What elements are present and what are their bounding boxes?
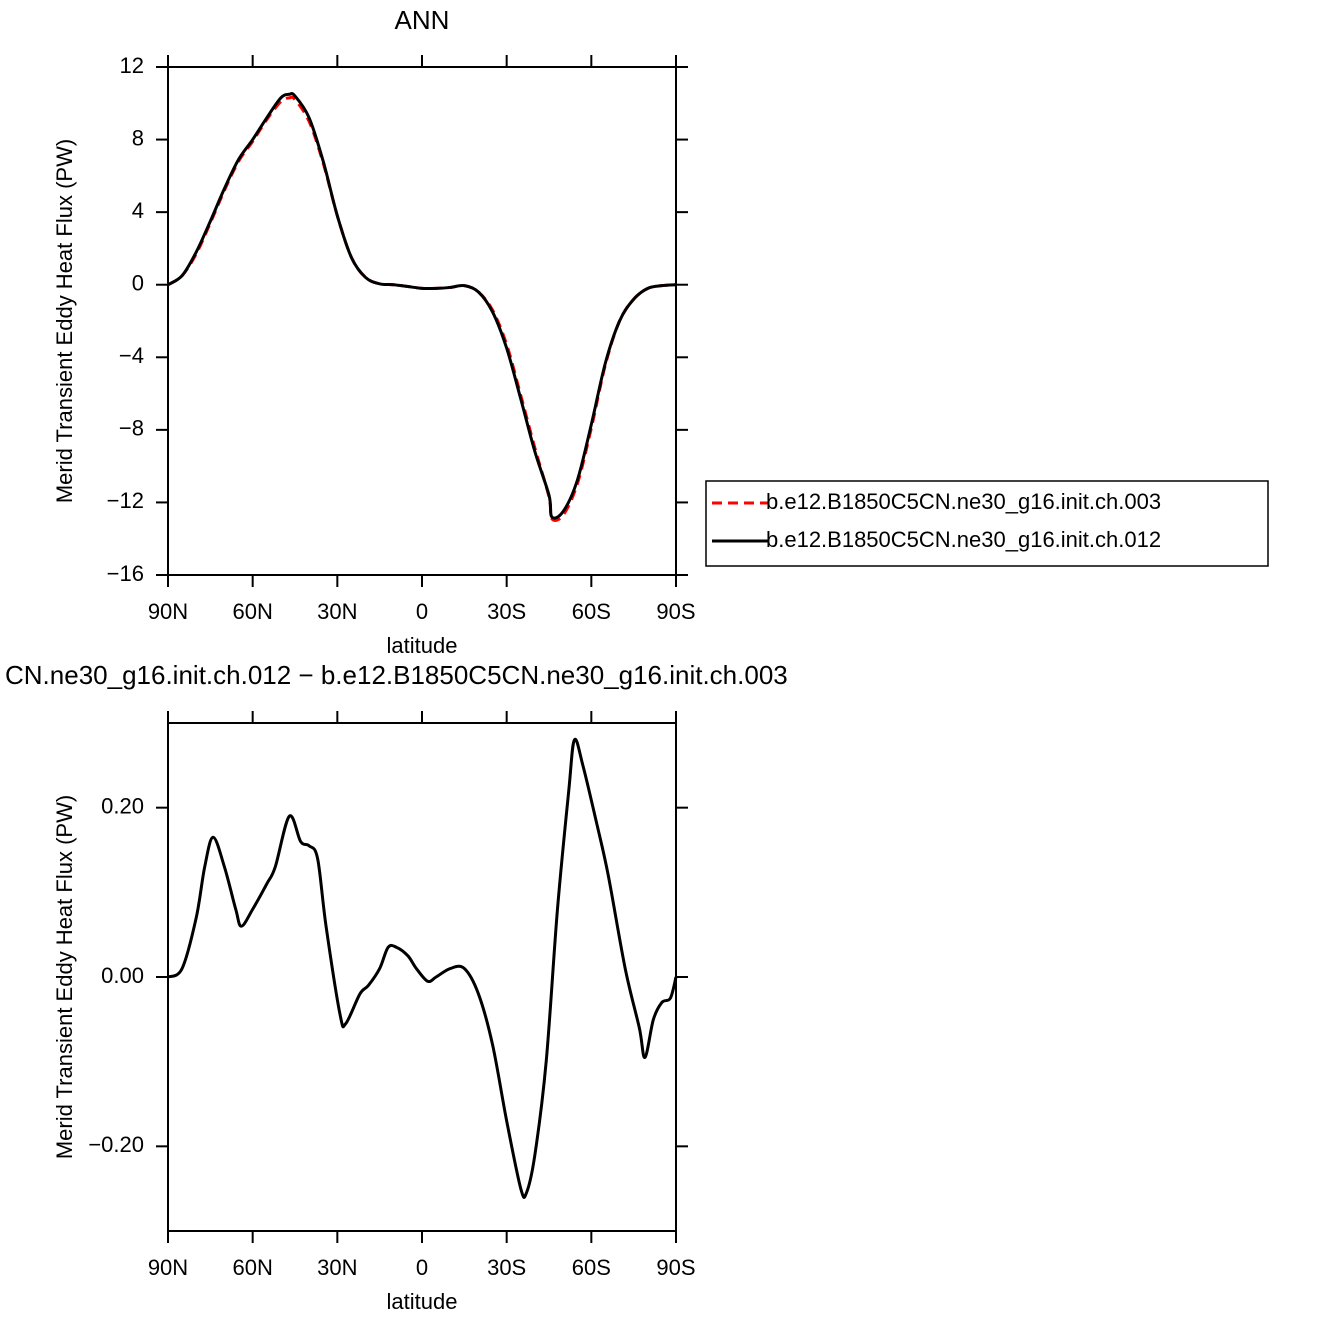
x-tick-label: 30N [317,599,357,624]
x-tick-label: 90S [656,599,695,624]
chart-title: CN.ne30_g16.init.ch.012 − b.e12.B1850C5C… [5,660,788,690]
y-tick-label: 12 [120,53,144,78]
data-line [167,95,677,522]
y-tick-label: 4 [132,198,144,223]
x-axis-label: latitude [387,633,458,658]
data-line [167,92,677,520]
y-tick-label: −16 [107,561,144,586]
y-axis-label: Merid Transient Eddy Heat Flux (PW) [52,795,77,1159]
panel: ANN latitude Merid Transient Eddy Heat Flu… [52,5,1269,658]
x-tick-label: 60N [232,599,272,624]
plot-frame [167,66,677,576]
y-tick-label: −8 [119,416,144,441]
legend-box [705,480,1269,567]
y-tick-label: 0.20 [101,793,144,818]
x-tick-label: 60S [572,599,611,624]
legend: b.e12.B1850C5CN.ne30_g16.init.ch.003 b.e1… [705,480,1269,567]
x-tick-label: 0 [416,1255,428,1280]
x-axis-label: latitude [387,1289,458,1314]
y-tick-label: 0.00 [101,963,144,988]
x-tick-label: 30N [317,1255,357,1280]
x-tick-label: 30S [487,599,526,624]
y-axis-label: Merid Transient Eddy Heat Flux (PW) [52,139,77,503]
legend-label: b.e12.B1850C5CN.ne30_g16.init.ch.003 [766,489,1161,514]
y-tick-label: 0 [132,271,144,296]
x-tick-label: 0 [416,599,428,624]
x-tick-label: 90N [148,599,188,624]
x-tick-label: 90N [148,1255,188,1280]
legend-label: b.e12.B1850C5CN.ne30_g16.init.ch.012 [766,527,1161,552]
y-tick-label: −12 [107,488,144,513]
chart-title: ANN [395,5,450,35]
x-tick-label: 30S [487,1255,526,1280]
y-tick-label: −0.20 [88,1132,144,1157]
data-line [167,737,678,1199]
x-tick-label: 60N [232,1255,272,1280]
panel: CN.ne30_g16.init.ch.012 − b.e12.B1850C5C… [5,660,788,1314]
x-tick-label: 60S [572,1255,611,1280]
x-tick-label: 90S [656,1255,695,1280]
y-tick-label: −4 [119,343,144,368]
y-tick-label: 8 [132,125,144,150]
